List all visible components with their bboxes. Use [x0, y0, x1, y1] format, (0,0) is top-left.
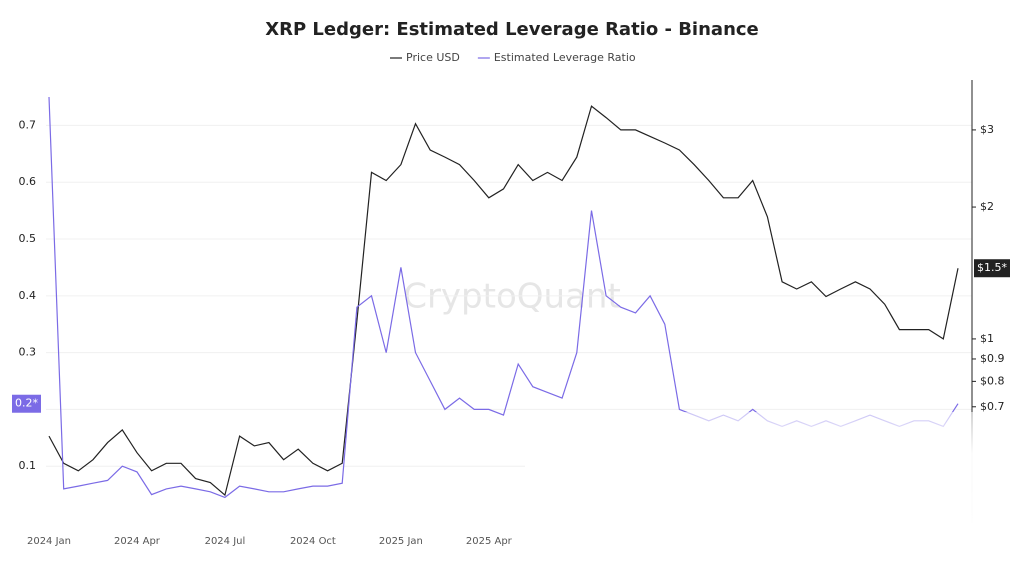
y-tick-label: 0.1 — [19, 459, 37, 472]
y-tick-label: 0.6 — [19, 175, 37, 188]
badge-box — [974, 259, 1010, 278]
y-tick-label: 0.4 — [19, 289, 37, 302]
legend-label: Estimated Leverage Ratio — [494, 51, 636, 64]
badge-label: 0.2* — [15, 397, 38, 410]
x-tick-label: 2024 Apr — [114, 536, 161, 547]
x-tick-label: 2024 Jan — [27, 536, 71, 547]
series-line — [48, 105, 959, 497]
x-tick-label: 2025 Apr — [466, 536, 513, 547]
legend: Price USD Estimated Leverage Ratio — [390, 51, 636, 64]
y2-tick-label: $1 — [980, 332, 994, 345]
overlay — [525, 412, 1024, 576]
badge-box — [12, 394, 41, 413]
last-value-badge: $1.5* — [974, 259, 1010, 278]
y2-tick-label: $0.7 — [980, 400, 1005, 413]
y2-tick-label: $3 — [980, 123, 994, 136]
legend-label: Price USD — [406, 51, 460, 64]
y-tick-label: 0.5 — [19, 232, 37, 245]
y2-tick-label: $0.8 — [980, 374, 1005, 387]
x-tick-label: 2024 Jul — [205, 536, 246, 547]
last-value-badge: 0.2* — [12, 394, 41, 413]
x-tick-label: 2025 Jan — [379, 536, 423, 547]
y2-tick-label: $2 — [980, 200, 994, 213]
chart-title: XRP Ledger: Estimated Leverage Ratio - B… — [265, 19, 759, 40]
badge-label: $1.5* — [977, 261, 1007, 274]
y-tick-label: 0.7 — [19, 118, 37, 131]
watermark: CryptoQuant — [403, 277, 621, 317]
y-tick-label: 0.3 — [19, 346, 37, 359]
y2-tick-label: $0.9 — [980, 352, 1005, 365]
x-tick-label: 2024 Oct — [290, 536, 336, 547]
